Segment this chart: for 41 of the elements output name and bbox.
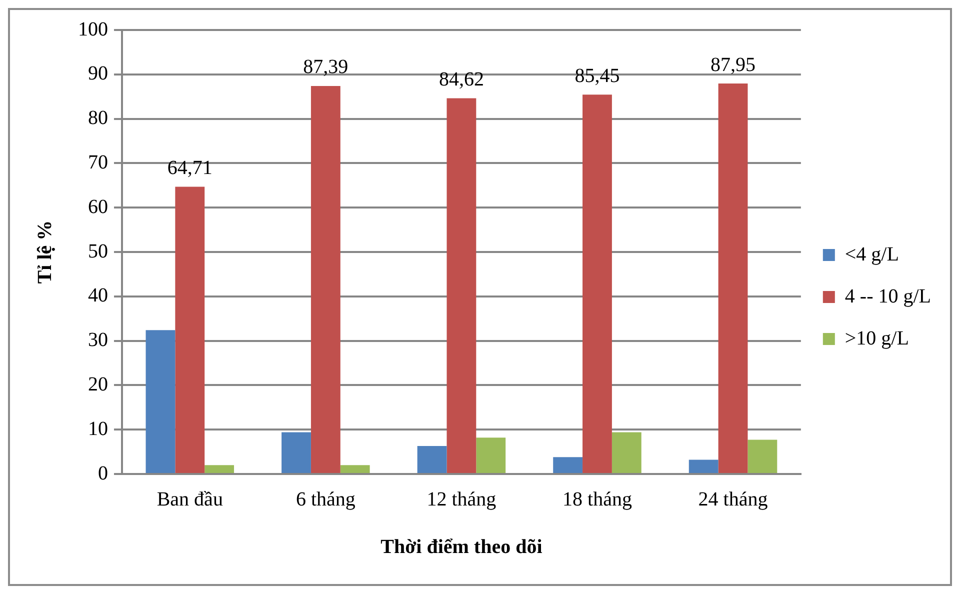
legend-label: >10 g/L [844,327,909,350]
y-tick-label: 100 [78,18,108,40]
x-tick-label: Ban đầu [156,488,223,510]
x-tick-label: 18 tháng [562,488,632,510]
y-tick-label: 90 [88,62,108,85]
bar [582,94,612,473]
y-tick-label: 70 [88,151,108,174]
bar [553,457,583,473]
x-tick-label: 24 tháng [698,488,768,510]
data-label: 64,71 [167,156,212,179]
bar [748,440,778,473]
bar [204,465,234,473]
y-tick-label: 60 [88,196,108,218]
y-tick-label: 50 [88,240,108,262]
x-tick-label: 6 tháng [296,488,356,510]
data-label: 87,95 [710,54,756,76]
data-label: 87,39 [303,56,348,78]
bar [446,98,476,473]
bar [476,438,506,473]
y-tick-label: 0 [98,462,108,484]
bar [688,460,718,473]
bar [417,446,447,473]
y-tick-label: 80 [88,107,108,130]
bar [282,432,311,473]
bar [612,432,642,473]
bar [310,86,340,473]
y-axis-title: Tỉ lệ % [34,220,56,284]
bar [340,465,370,473]
bar [718,84,748,473]
data-label: 84,62 [438,68,484,91]
y-tick-label: 30 [88,329,108,352]
y-tick-label: 20 [88,373,108,396]
bar [146,330,176,473]
y-tick-label: 40 [88,284,108,307]
y-tick-label: 10 [88,418,108,440]
legend-label: <4 g/L [844,243,899,266]
data-label: 85,45 [574,64,620,87]
x-tick-label: 12 tháng [426,488,496,510]
x-axis-title: Thời điểm theo dõi [380,536,543,558]
legend-label: 4 -- 10 g/L [844,285,931,308]
bar [175,186,205,473]
